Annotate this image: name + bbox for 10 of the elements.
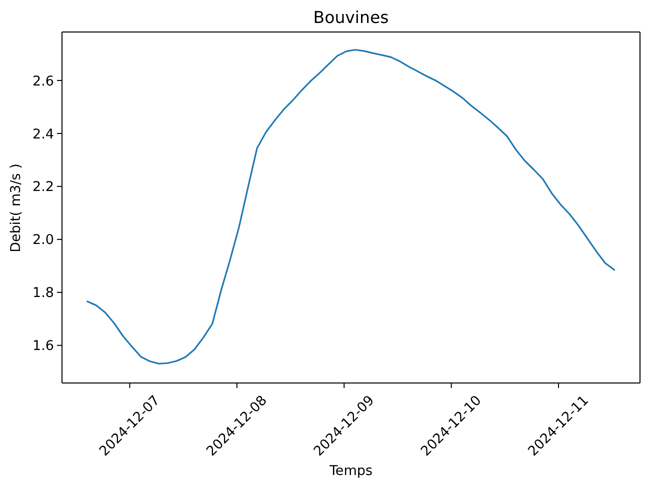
y-tick-label: 2.0: [32, 232, 54, 248]
y-tick-label: 1.6: [32, 338, 54, 354]
y-tick-label: 1.8: [32, 285, 54, 302]
line-series: [86, 48, 616, 364]
x-axis-title: Temps: [328, 463, 374, 479]
chart-title: Bouvines: [312, 8, 390, 27]
y-tick-label: 2.2: [32, 179, 54, 196]
y-tick-label: 2.6: [32, 73, 54, 90]
y-axis-title: Debit( m3/s ): [8, 163, 24, 252]
y-tick-label: 2.4: [32, 126, 54, 142]
